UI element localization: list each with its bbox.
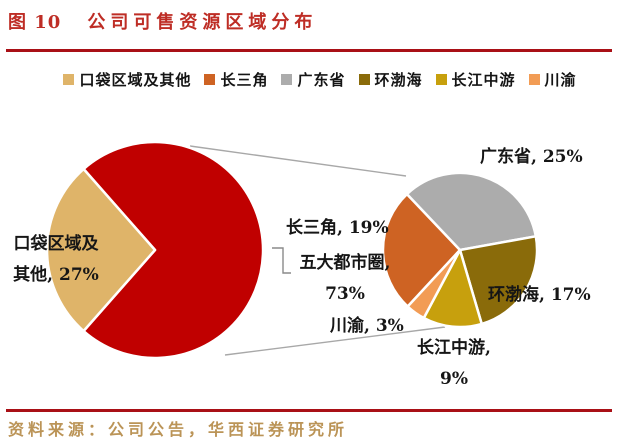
legend-swatch [281,73,293,85]
legend-label: 口袋区域及其他 [79,70,192,89]
pie-slice [381,192,462,308]
legend-label: 川渝 [544,70,577,89]
legend-swatch [204,73,216,85]
legend-swatch [358,73,370,85]
pie-slice [82,140,265,360]
legend-item: 广东省 [281,69,345,90]
legend-label: 长三角 [220,70,269,89]
label-huanbohai: 环渤海, 17% [488,285,591,305]
legend-label: 广东省 [297,70,346,89]
main-pie [45,140,265,360]
label-chuanyu: 川渝, 3% [330,316,404,336]
pie-slice [406,248,462,320]
series-connector-line-top [189,145,407,177]
series-connector-line-bottom [224,326,446,356]
legend-item: 长三角 [204,69,268,90]
label-leader-line-wudadushiquan [272,247,291,274]
legend-swatch [435,73,447,85]
pie-slice [458,235,539,326]
footer-divider-line [6,409,612,412]
label-guangdong: 广东省, 25% [480,147,583,167]
data-source-note: 资料来源：公司公告，华西证券研究所 [8,420,349,439]
legend-item: 口袋区域及其他 [63,69,191,90]
legend-label: 环渤海 [374,70,423,89]
legend-item: 环渤海 [358,69,423,90]
figure-header: 图 10 公司可售资源区域分布 [8,8,632,44]
label-wudadushiquan: 五大都市圈, 73% [299,253,391,304]
pie-slice [405,171,538,252]
label-changsanjiao: 长三角, 19% [286,218,389,238]
legend-item: 川渝 [528,69,577,90]
legend-swatch [528,73,540,85]
title-divider-line [6,49,612,52]
legend-swatch [63,73,75,85]
legend-item: 长江中游 [435,69,516,90]
label-changjiangzhongyou: 长江中游, 9% [417,338,491,389]
label-pocket-region: 口袋区域及 其他, 27% [13,234,99,285]
figure-tag: 图 10 [8,12,62,33]
legend-label: 长江中游 [451,70,516,89]
pie-slice [45,167,157,333]
chart-legend: 口袋区域及其他 长三角 广东省 环渤海 长江中游 川渝 [0,66,640,92]
figure-title: 公司可售资源区域分布 [87,12,318,33]
secondary-pie [381,171,539,329]
